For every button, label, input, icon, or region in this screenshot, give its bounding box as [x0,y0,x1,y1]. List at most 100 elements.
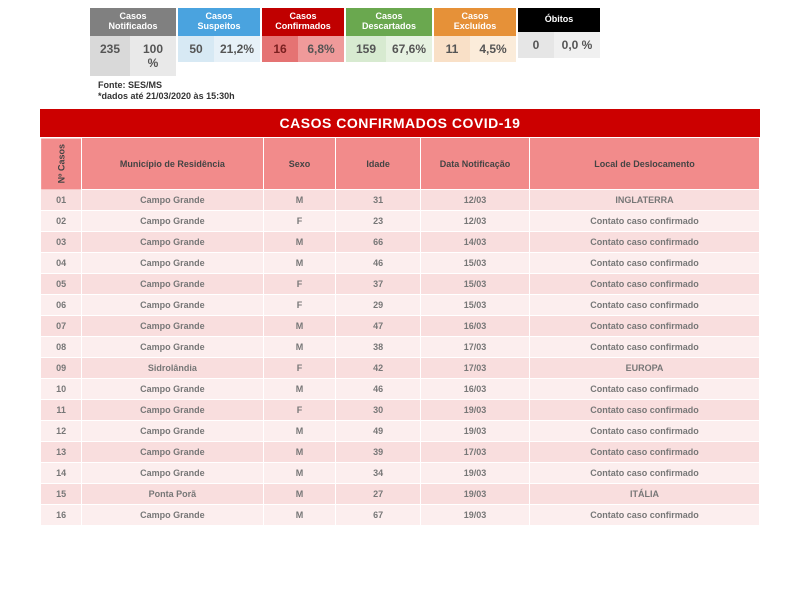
cell: F [263,295,336,316]
cell: F [263,274,336,295]
table-head: Nº Casos Município de Residência Sexo Id… [41,138,760,190]
cell: 19/03 [421,505,530,526]
table-row: 11Campo GrandeF3019/03Contato caso confi… [41,400,760,421]
cell: M [263,253,336,274]
cell: 11 [41,400,82,421]
cell: INGLATERRA [529,190,759,211]
cell: Campo Grande [82,421,264,442]
col-num: Nº Casos [41,138,82,190]
cell: 67 [336,505,421,526]
cell: ITÁLIA [529,484,759,505]
summary-card: Casos Descartados15967,6% [346,8,432,76]
table-row: 13Campo GrandeM3917/03Contato caso confi… [41,442,760,463]
card-value: 235 [90,36,130,76]
card-title: Casos Descartados [346,8,432,36]
table-body: 01Campo GrandeM3112/03INGLATERRA02Campo … [41,190,760,526]
cell: 01 [41,190,82,211]
table-title: CASOS CONFIRMADOS COVID-19 [40,109,760,137]
cell: 12/03 [421,211,530,232]
cell: Contato caso confirmado [529,295,759,316]
cell: 02 [41,211,82,232]
cell: M [263,463,336,484]
cell: 04 [41,253,82,274]
table-row: 16Campo GrandeM6719/03Contato caso confi… [41,505,760,526]
cell: Contato caso confirmado [529,211,759,232]
cell: 15/03 [421,274,530,295]
cell: Campo Grande [82,505,264,526]
col-sexo: Sexo [263,138,336,190]
col-data: Data Notificação [421,138,530,190]
cell: 19/03 [421,484,530,505]
table-row: 02Campo GrandeF2312/03Contato caso confi… [41,211,760,232]
cell: 46 [336,379,421,400]
cell: Contato caso confirmado [529,379,759,400]
cell: 27 [336,484,421,505]
cell: Ponta Porã [82,484,264,505]
card-title: Casos Notificados [90,8,176,36]
cell: 07 [41,316,82,337]
cell: M [263,337,336,358]
cell: Campo Grande [82,253,264,274]
cell: 39 [336,442,421,463]
footnote-date: *dados até 21/03/2020 às 15:30h [98,91,235,101]
cell: M [263,190,336,211]
cell: 16 [41,505,82,526]
card-percent: 0,0 % [554,32,600,58]
cell: Contato caso confirmado [529,274,759,295]
cell: 30 [336,400,421,421]
table-row: 12Campo GrandeM4919/03Contato caso confi… [41,421,760,442]
cell: Campo Grande [82,190,264,211]
table-row: 03Campo GrandeM6614/03Contato caso confi… [41,232,760,253]
cell: Contato caso confirmado [529,400,759,421]
cell: 15/03 [421,253,530,274]
cell: 19/03 [421,421,530,442]
cell: M [263,505,336,526]
cell: Campo Grande [82,316,264,337]
table-row: 06Campo GrandeF2915/03Contato caso confi… [41,295,760,316]
cell: 46 [336,253,421,274]
table-row: 04Campo GrandeM4615/03Contato caso confi… [41,253,760,274]
card-title: Casos Excluídos [434,8,516,36]
cell: 37 [336,274,421,295]
cell: 17/03 [421,337,530,358]
cell: 49 [336,421,421,442]
summary-card: Óbitos00,0 % [518,8,600,76]
cell: M [263,442,336,463]
cell: Contato caso confirmado [529,337,759,358]
cell: Campo Grande [82,463,264,484]
cell: Campo Grande [82,442,264,463]
cell: 47 [336,316,421,337]
cell: Contato caso confirmado [529,442,759,463]
col-idade: Idade [336,138,421,190]
summary-card: Casos Notificados235100 % [90,8,176,76]
cell: Campo Grande [82,337,264,358]
card-percent: 100 % [130,36,176,76]
cell: Contato caso confirmado [529,316,759,337]
card-title: Óbitos [518,8,600,32]
cell: F [263,211,336,232]
cell: 17/03 [421,442,530,463]
cell: 14/03 [421,232,530,253]
cell: 12/03 [421,190,530,211]
cell: 19/03 [421,463,530,484]
cell: 23 [336,211,421,232]
cell: 34 [336,463,421,484]
card-percent: 4,5% [470,36,516,62]
table-row: 01Campo GrandeM3112/03INGLATERRA [41,190,760,211]
cell: 16/03 [421,316,530,337]
col-local: Local de Deslocamento [529,138,759,190]
cell: M [263,379,336,400]
cell: 12 [41,421,82,442]
cell: M [263,316,336,337]
card-percent: 67,6% [386,36,432,62]
cell: 05 [41,274,82,295]
table-row: 09SidrolândiaF4217/03EUROPA [41,358,760,379]
cell: Contato caso confirmado [529,421,759,442]
cell: 10 [41,379,82,400]
cell: 09 [41,358,82,379]
cell: M [263,421,336,442]
table-row: 07Campo GrandeM4716/03Contato caso confi… [41,316,760,337]
cell: 42 [336,358,421,379]
summary-card: Casos Suspeitos5021,2% [178,8,260,76]
cell: Contato caso confirmado [529,253,759,274]
